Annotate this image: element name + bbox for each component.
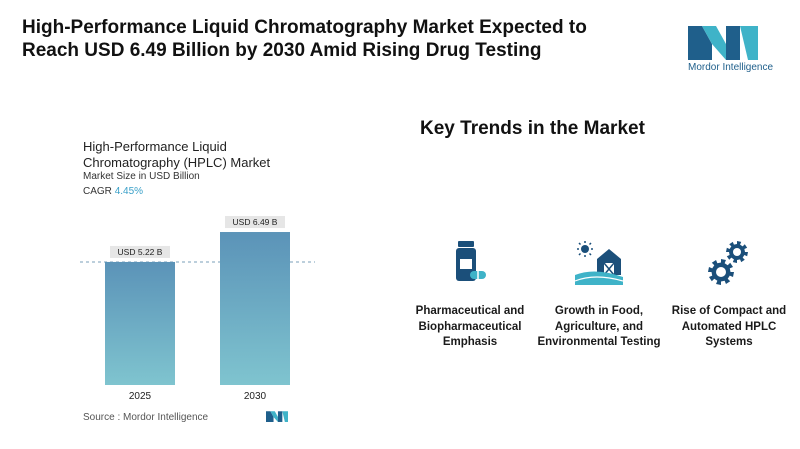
chart-title: High-Performance Liquid Chromatography (… [83,139,271,170]
headline: High-Performance Liquid Chromatography M… [22,17,587,61]
cagr-value: 4.45% [114,186,144,197]
trend-item-food-agriculture: Growth in Food, Agriculture, and Environ… [534,238,664,351]
trend-item-compact-automated: Rise of Compact and Automated HPLC Syste… [664,238,794,351]
data-label-box [225,216,285,229]
chart-subtitle: Market Size in USD Billion [83,171,200,182]
chart-cagr: CAGR 4.45% [83,186,143,197]
bar-chart: USD 5.22 B 2025 USD 6.49 B 2030 [80,216,315,402]
data-label: USD 5.22 B [118,247,163,257]
source-text: Source : Mordor Intelligence [83,412,209,423]
source-logo-icon [266,411,288,422]
data-label-box [110,245,170,258]
bar-2030 [220,232,290,385]
farm-barn-icon [534,238,664,288]
x-tick-label: 2025 [129,391,152,402]
logo-text: Mordor Intelligence [688,62,774,73]
x-tick-label: 2030 [244,391,267,402]
trend-label: Pharmaceutical and Biopharmaceutical Emp… [415,305,525,348]
cagr-label: CAGR [83,186,112,197]
trend-label: Growth in Food, Agriculture, and Environ… [537,305,661,348]
data-label: USD 6.49 B [233,217,278,227]
medicine-bottle-icon [405,238,535,288]
mordor-logo-icon [688,26,758,60]
gears-icon [664,238,794,288]
mordor-logo: Mordor Intelligence [688,22,774,73]
trends-heading: Key Trends in the Market [420,118,645,139]
trend-item-pharmaceutical: Pharmaceutical and Biopharmaceutical Emp… [405,238,535,351]
trend-label: Rise of Compact and Automated HPLC Syste… [671,305,787,348]
bar-2025 [105,261,175,385]
